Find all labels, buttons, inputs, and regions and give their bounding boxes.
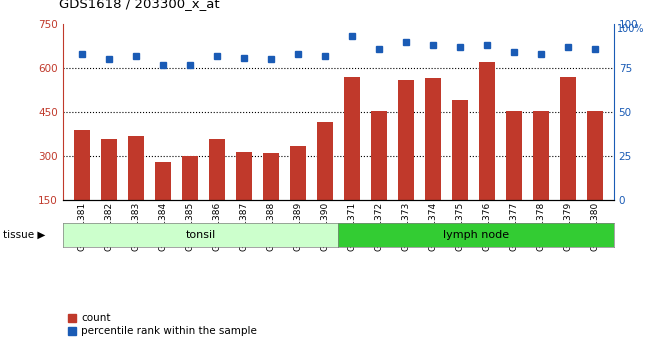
Bar	[451, 100, 468, 244]
Bar	[478, 62, 495, 244]
Text: 100%: 100%	[617, 24, 645, 34]
Bar	[533, 111, 549, 244]
Bar	[182, 156, 198, 244]
Bar	[317, 122, 333, 244]
Bar	[263, 153, 279, 244]
Bar	[506, 111, 522, 244]
Bar	[424, 78, 441, 244]
Bar	[236, 152, 252, 244]
Text: tissue ▶: tissue ▶	[3, 230, 46, 239]
Bar	[290, 146, 306, 244]
Bar	[344, 77, 360, 244]
Bar	[127, 136, 144, 244]
Bar	[371, 111, 387, 244]
Bar	[73, 130, 90, 244]
Legend: count, percentile rank within the sample: count, percentile rank within the sample	[68, 313, 257, 336]
Bar	[154, 162, 171, 244]
Text: lymph node: lymph node	[443, 230, 509, 239]
Bar	[100, 138, 117, 244]
Bar	[398, 80, 414, 244]
Text: GDS1618 / 203300_x_at: GDS1618 / 203300_x_at	[59, 0, 220, 10]
Bar	[209, 138, 225, 244]
Bar	[587, 111, 603, 244]
Bar	[560, 77, 576, 244]
Text: tonsil: tonsil	[185, 230, 216, 239]
